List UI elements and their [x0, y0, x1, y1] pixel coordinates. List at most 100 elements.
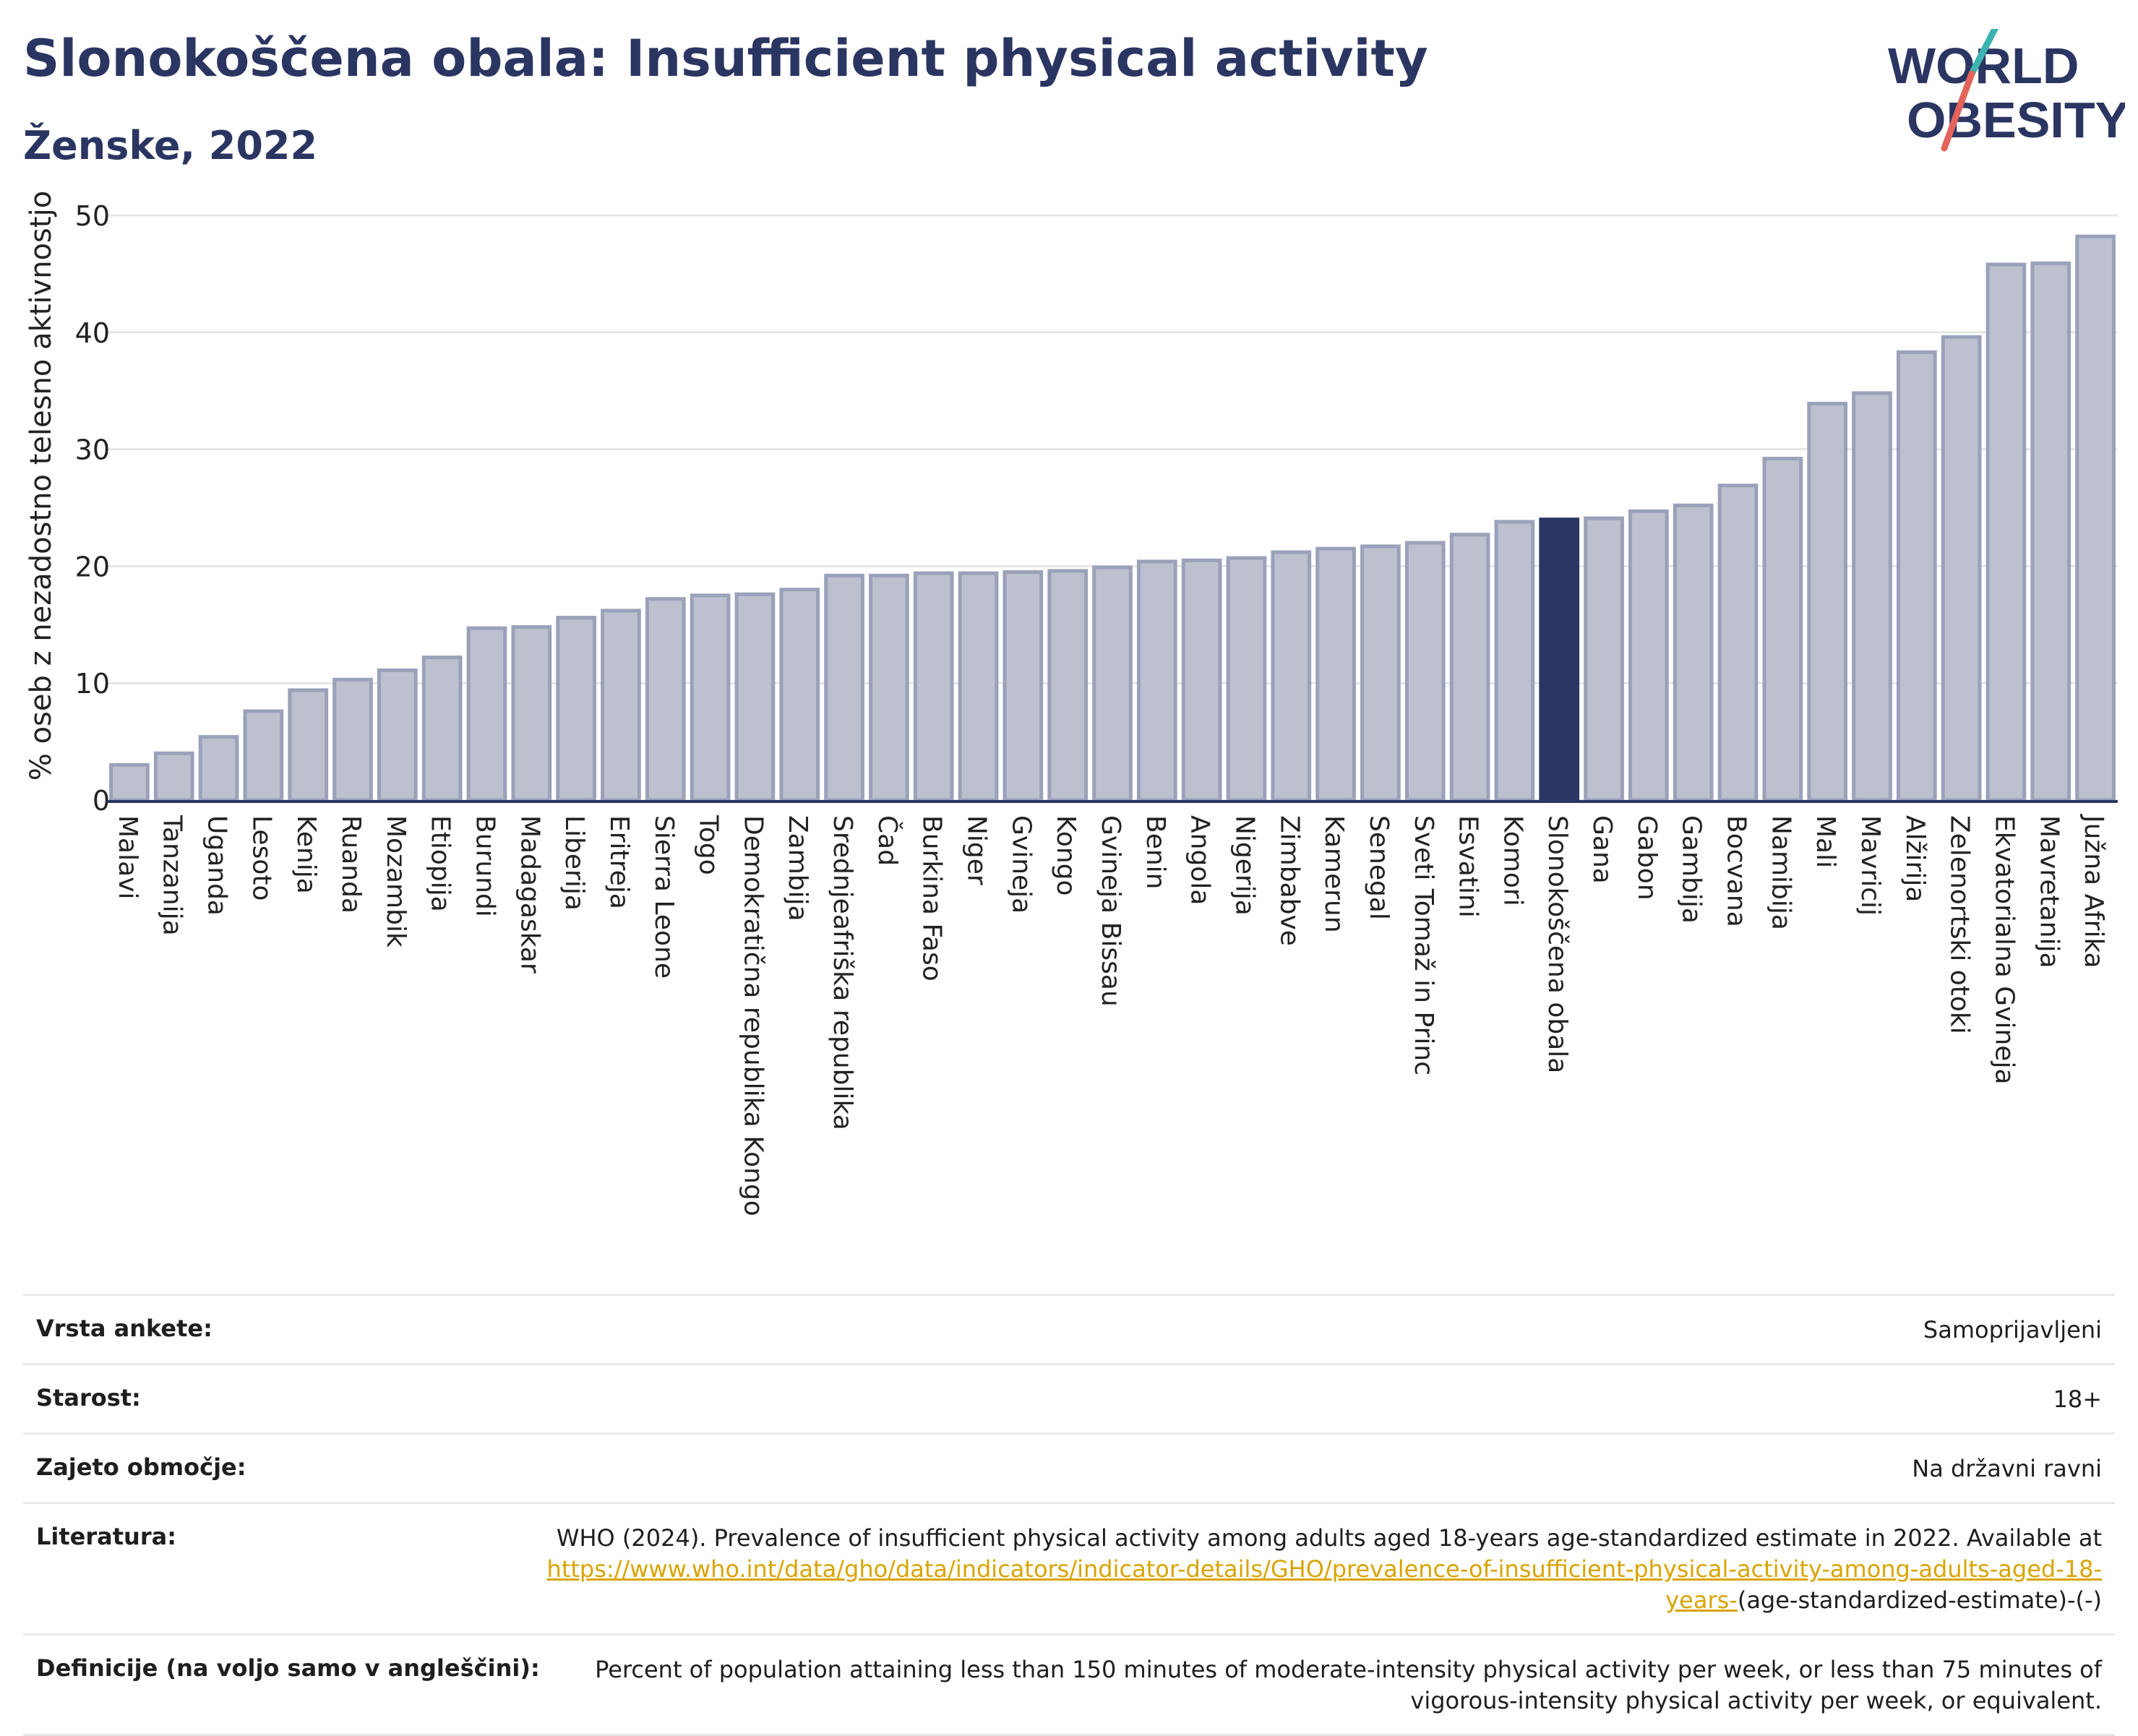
bar-angola — [1181, 558, 1222, 802]
x-tick-label: Zimbabve — [1274, 815, 1304, 946]
literature-label: Literatura: — [36, 1523, 176, 1550]
bar-benin — [1136, 559, 1177, 802]
coverage-value: Na državni ravni — [1912, 1455, 2102, 1482]
bar-ruanda — [332, 677, 373, 802]
logo-line2: OBESITY — [1907, 92, 2125, 148]
bar-niger — [958, 571, 999, 802]
bar-mozambik — [377, 668, 418, 802]
x-tick-label: Srednjeafriška republika — [828, 815, 857, 1130]
bar-chart: 0 10 20 30 40 50 % oseb z nezadostno telesno … — [25, 191, 2118, 1216]
x-tick-label: Lesoto — [246, 815, 276, 901]
bar-južna-afrika — [2075, 234, 2116, 802]
y-tick-label: 40 — [75, 317, 110, 349]
x-tick-label: Mavretanija — [2034, 815, 2064, 968]
x-tick-label: Angola — [1185, 815, 1215, 905]
logo-slash-red — [1941, 70, 1975, 152]
x-tick-label: Esvatini — [1454, 815, 1483, 918]
x-tick-label: Burundi — [470, 815, 499, 917]
x-tick-label: Kamerun — [1319, 815, 1349, 933]
x-tick-label: Gana — [1587, 815, 1617, 884]
x-tick-label: Liberija — [559, 815, 589, 911]
bar-kenija — [288, 688, 329, 802]
x-tick-label: Alžirija — [1900, 815, 1930, 902]
bar-kamerun — [1315, 546, 1356, 802]
survey-label: Vrsta ankete: — [36, 1315, 212, 1342]
bar-srednjeafriška-republika — [824, 573, 864, 802]
literature-link[interactable]: https://www.who.int/data/gho/data/indica… — [546, 1555, 2102, 1614]
bar-namibija — [1762, 457, 1803, 802]
bar-lesoto — [243, 709, 284, 802]
bar-gvineja — [1003, 570, 1044, 802]
bar-tanzanija — [153, 751, 194, 802]
bar-kongo — [1047, 569, 1089, 802]
x-tick-label: Madagaskar — [515, 815, 544, 974]
x-tick-label: Eritreja — [604, 815, 634, 909]
x-tick-label: Senegal — [1364, 815, 1394, 920]
x-tick-label: Kenija — [291, 815, 321, 894]
bar-ekvatorialna-gvineja — [1985, 262, 2027, 802]
bar-slonokoščena-obala — [1539, 517, 1580, 802]
info-row-definition: Definicije (na voljo samo v angleščini):… — [23, 1633, 2115, 1736]
x-tick-label: Čad — [872, 815, 903, 866]
y-tick-label: 10 — [75, 668, 110, 700]
survey-value: Samoprijavljeni — [1923, 1316, 2102, 1344]
coverage-label: Zajeto območje: — [36, 1453, 246, 1481]
bar-gana — [1584, 516, 1624, 802]
bar-malavi — [109, 762, 150, 802]
bar-sierra-leone — [645, 597, 686, 802]
age-value: 18+ — [2053, 1385, 2102, 1413]
bar-zambija — [779, 588, 820, 802]
bar-madagaskar — [511, 625, 552, 802]
x-tick-label: Sveti Tomaž in Princ — [1409, 815, 1438, 1075]
bar-etiopija — [421, 656, 463, 802]
bar-alžirija — [1896, 350, 1937, 802]
x-tick-label: Tanzanija — [158, 815, 187, 936]
y-tick-label: 20 — [75, 551, 110, 583]
x-tick-label: Kongo — [1051, 815, 1081, 896]
x-tick-label: Ekvatorialna Gvineja — [1989, 815, 2019, 1085]
literature-tail: (age-standardized-estimate)-(-) — [1737, 1586, 2102, 1614]
bar-gambija — [1673, 503, 1714, 802]
definition-label: Definicije (na voljo samo v angleščini): — [36, 1654, 540, 1682]
bars — [109, 234, 2116, 802]
x-tick-label: Južna Afrika — [2079, 814, 2108, 968]
x-tick-label: Benin — [1141, 815, 1170, 889]
bar-komori — [1494, 520, 1535, 802]
definition-value: Percent of population attaining less tha… — [595, 1656, 2102, 1714]
bar-eritreja — [601, 609, 641, 802]
x-tick-label: Bocvana — [1722, 815, 1751, 927]
world-obesity-logo: WORLD OBESITY — [1888, 29, 2125, 152]
bar-mali — [1807, 401, 1848, 802]
bar-burundi — [466, 626, 507, 802]
x-tick-label: Ruanda — [336, 815, 366, 914]
bar-uganda — [198, 735, 239, 802]
bar-togo — [690, 593, 731, 802]
x-tick-label: Komori — [1498, 815, 1527, 906]
x-tick-label: Zelenortski otoki — [1945, 815, 1975, 1034]
x-tick-label: Sierra Leone — [649, 815, 679, 979]
x-tick-label: Slonokoščena obala — [1542, 815, 1572, 1073]
bar-mavricij — [1852, 391, 1892, 802]
x-tick-label: Mavricij — [1855, 815, 1885, 916]
x-tick-label: Mozambik — [381, 815, 411, 948]
x-tick-label: Etiopija — [426, 815, 455, 912]
info-row-literature: Literatura: WHO (2024). Prevalence of in… — [23, 1502, 2115, 1633]
bar-nigerija — [1226, 556, 1267, 802]
x-tick-label: Nigerija — [1229, 815, 1259, 916]
bar-senegal — [1360, 544, 1401, 802]
x-tick-label: Gvineja Bissau — [1096, 815, 1125, 1007]
x-tick-label: Mali — [1811, 815, 1840, 868]
info-table: Vrsta ankete: Samoprijavljeni Starost: 1… — [23, 1294, 2115, 1736]
x-tick-label: Gambija — [1677, 815, 1706, 924]
y-tick-label: 30 — [75, 434, 110, 466]
literature-text: WHO (2024). Prevalence of insufficient p… — [556, 1524, 2102, 1552]
x-tick-label: Gabon — [1632, 815, 1662, 901]
page-subtitle: Ženske, 2022 — [23, 123, 318, 168]
age-label: Starost: — [36, 1384, 141, 1411]
x-tick-label: Zambija — [783, 815, 812, 921]
x-tick-label: Demokratična republika Kongo — [738, 815, 768, 1216]
bar-gvineja-bissau — [1092, 565, 1133, 802]
x-tick-label: Malavi — [113, 815, 142, 900]
y-axis-label: % oseb z nezadostno telesno aktivnostjo — [25, 191, 58, 781]
y-tick-label: 50 — [75, 200, 110, 232]
